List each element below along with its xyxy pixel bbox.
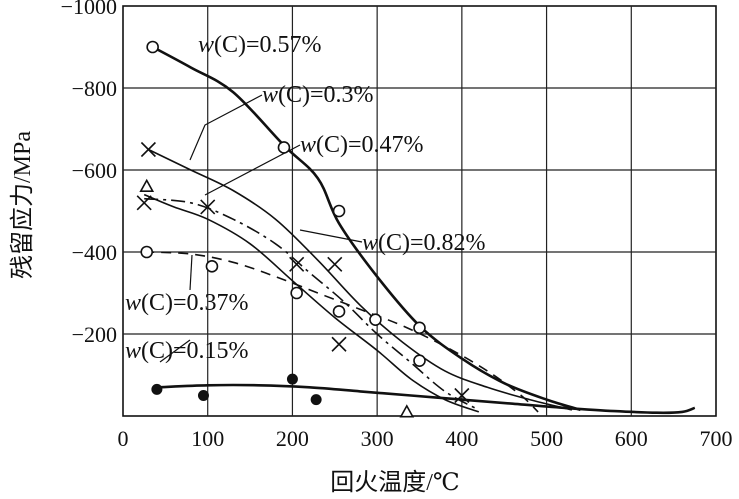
data-point	[151, 383, 163, 395]
data-point	[290, 286, 303, 300]
data-point	[332, 204, 346, 218]
series-line	[144, 197, 480, 411]
series-line	[144, 251, 539, 413]
y-tick-label: −400	[72, 240, 117, 265]
series-label: w(C)=0.37%	[125, 290, 249, 316]
series-label-rest: (C)=0.15%	[141, 338, 249, 364]
series-label-italic-w: w	[125, 338, 141, 364]
grid	[122, 5, 717, 417]
data-point	[289, 256, 305, 272]
data-point	[331, 336, 347, 352]
x-tick-label: 700	[700, 426, 733, 451]
data-point	[332, 305, 346, 318]
x-tick-label: 300	[361, 426, 394, 451]
plot-frame	[122, 5, 717, 417]
data-point	[139, 178, 155, 192]
series-line	[156, 383, 696, 415]
x-tick-label: 100	[191, 426, 224, 451]
series-markers	[136, 40, 470, 418]
series-label-rest: (C)=0.47%	[316, 132, 424, 158]
series-label-italic-w: w	[198, 32, 214, 58]
label-leader-line	[159, 339, 191, 363]
data-point	[205, 260, 219, 273]
series-label-italic-w: w	[262, 82, 278, 108]
series-label: w(C)=0.47%	[300, 132, 424, 158]
series-label-italic-w: w	[125, 290, 141, 316]
x-tick-label: 200	[276, 426, 309, 451]
data-point	[369, 313, 382, 326]
tick-labels: 0 100 200 300 400 500 600 700 −1000 −800 −600 −400 −…	[61, 0, 733, 451]
y-tick-label: −600	[72, 158, 117, 183]
data-point	[399, 404, 415, 418]
series-label: w(C)=0.82%	[362, 230, 486, 256]
series-line	[148, 148, 573, 411]
data-point	[277, 141, 291, 154]
series-curves	[143, 45, 696, 415]
series-line	[143, 193, 480, 413]
y-tick-label: −800	[72, 76, 117, 101]
series-label-rest: (C)=0.57%	[214, 32, 322, 58]
data-point	[140, 141, 156, 158]
series-line	[152, 45, 581, 412]
data-point	[146, 40, 159, 54]
label-leader-line	[299, 229, 363, 243]
label-leader-line	[189, 94, 263, 161]
x-tick-label: 500	[530, 426, 563, 451]
series-labels: w(C)=0.57%w(C)=0.3%w(C)=0.47%w(C)=0.82%w…	[125, 32, 486, 364]
series-label-italic-w: w	[362, 230, 378, 256]
label-leader-line	[189, 254, 193, 291]
series-label: w(C)=0.3%	[262, 82, 374, 108]
x-tick-label: 0	[118, 426, 129, 451]
series-label: w(C)=0.57%	[198, 32, 322, 58]
series-label-rest: (C)=0.3%	[278, 82, 374, 108]
x-axis-title: 回火温度/℃	[330, 469, 460, 496]
data-point	[413, 354, 426, 367]
data-point	[140, 245, 154, 259]
data-point	[454, 387, 470, 404]
y-axis-title: 残留应力/MPa	[9, 131, 36, 279]
data-point	[197, 390, 209, 401]
series-label-rest: (C)=0.37%	[141, 290, 249, 316]
x-tick-label: 600	[615, 426, 648, 451]
series-label-italic-w: w	[300, 132, 316, 158]
data-point	[310, 394, 322, 406]
data-point	[413, 321, 426, 335]
y-tick-label: −200	[72, 322, 117, 347]
series-label-rest: (C)=0.82%	[378, 230, 486, 256]
y-tick-label: −1000	[61, 0, 117, 19]
x-tick-label: 400	[445, 426, 478, 451]
data-point	[136, 195, 152, 211]
data-point	[327, 256, 343, 272]
data-point	[286, 373, 298, 385]
data-point	[200, 199, 216, 215]
series-label: w(C)=0.15%	[125, 338, 249, 364]
